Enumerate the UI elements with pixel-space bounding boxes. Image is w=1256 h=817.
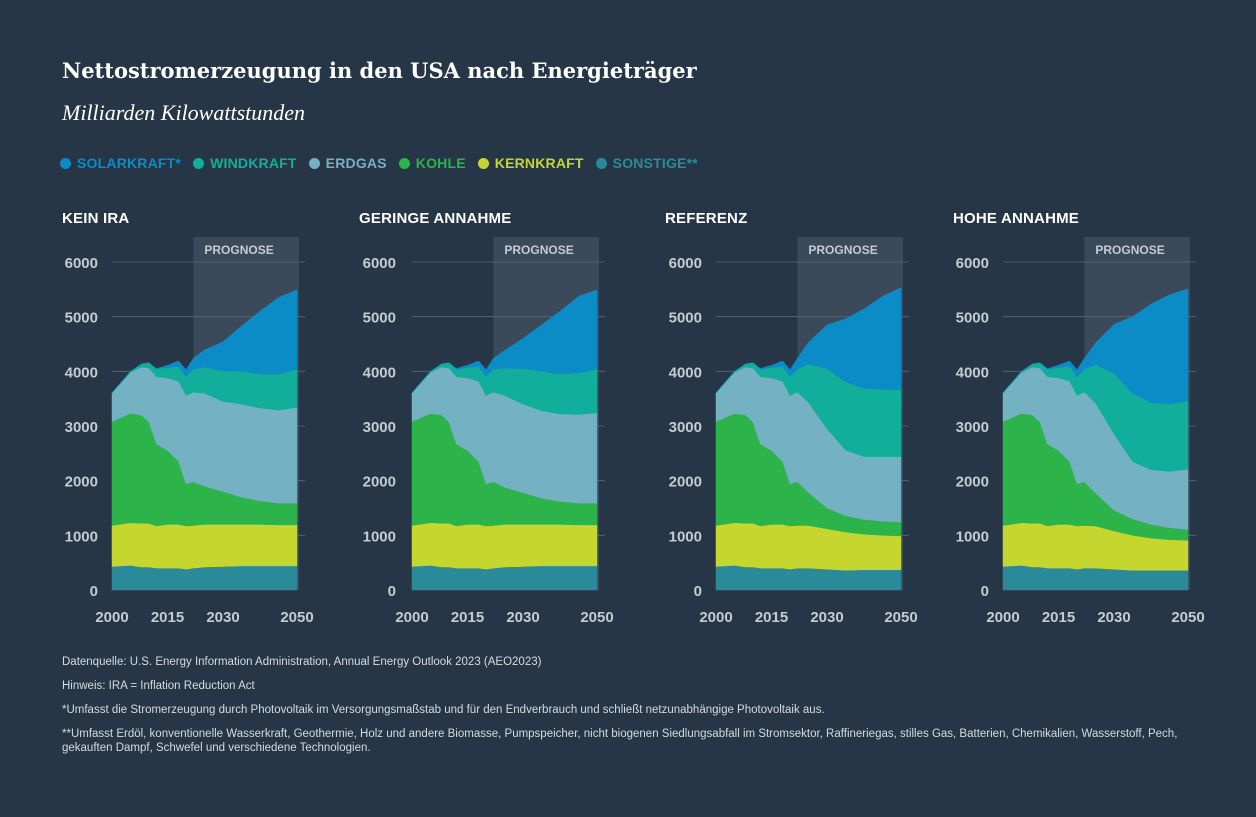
legend-item-gas: ERDGAS xyxy=(308,155,387,171)
x-tick-label: 2015 xyxy=(451,609,484,626)
legend-dot-icon xyxy=(398,157,410,169)
y-tick-label: 3000 xyxy=(669,419,702,436)
y-tick-label: 3000 xyxy=(65,419,98,436)
legend-dot-icon xyxy=(60,157,71,169)
x-tick-label: 2000 xyxy=(395,609,428,626)
y-tick-label: 6000 xyxy=(956,255,989,272)
x-tick-label: 2015 xyxy=(151,609,184,626)
legend-dot-icon xyxy=(595,157,607,169)
x-tick-label: 2030 xyxy=(810,609,843,626)
area-sonstige xyxy=(111,565,298,591)
chart-subtitle: Milliarden Kilowattstunden xyxy=(62,100,306,125)
legend-label: ERDGAS xyxy=(325,155,387,171)
y-tick-label: 4000 xyxy=(956,364,989,381)
legend-item-coal: KOHLE xyxy=(398,155,466,171)
y-tick-label: 1000 xyxy=(956,528,989,545)
x-tick-label: 2050 xyxy=(280,609,313,626)
x-tick-label: 2015 xyxy=(755,609,788,626)
legend-item-other: SONSTIGE** xyxy=(595,155,698,171)
legend-label: KERNKRAFT xyxy=(494,155,584,171)
x-tick-label: 2030 xyxy=(506,609,539,626)
panel-title-referenz: REFERENZ xyxy=(665,210,748,227)
y-tick-label: 2000 xyxy=(669,474,702,491)
legend-dot-icon xyxy=(308,157,320,169)
forecast-label: PROGNOSE xyxy=(1095,243,1164,257)
y-tick-label: 1000 xyxy=(669,528,702,545)
x-tick-label: 2000 xyxy=(95,609,128,626)
y-tick-label: 5000 xyxy=(363,310,396,327)
y-tick-label: 0 xyxy=(388,583,396,600)
forecast-label: PROGNOSE xyxy=(808,243,877,257)
footnote-other: **Umfasst Erdöl, konventionelle Wasserkr… xyxy=(62,728,1178,754)
y-tick-label: 2000 xyxy=(956,474,989,491)
chart-panel-2: PROGNOSE 0 1000 2000 3000 4000 5000 6000 2000 201… xyxy=(669,237,918,626)
area-solarkraft xyxy=(715,287,902,393)
y-tick-label: 6000 xyxy=(669,255,702,272)
area-sonstige xyxy=(411,565,598,591)
chart-panel-0: PROGNOSE 0 1000 2000 3000 4000 5000 6000 2000 201… xyxy=(65,237,314,626)
y-tick-label: 2000 xyxy=(65,474,98,491)
chart-panel-3: PROGNOSE 0 1000 2000 3000 4000 5000 6000 2000 201… xyxy=(956,237,1205,626)
y-tick-label: 0 xyxy=(90,583,98,600)
y-tick-label: 2000 xyxy=(363,474,396,491)
x-tick-label: 2050 xyxy=(1171,609,1204,626)
legend-label: SONSTIGE** xyxy=(612,155,698,171)
y-tick-label: 0 xyxy=(694,583,702,600)
legend-dot-icon xyxy=(477,157,489,169)
x-tick-label: 2000 xyxy=(699,609,732,626)
x-tick-label: 2000 xyxy=(986,609,1019,626)
y-tick-label: 3000 xyxy=(956,419,989,436)
y-tick-label: 4000 xyxy=(363,364,396,381)
area-solarkraft xyxy=(411,289,598,393)
legend-item-solar: SOLARKRAFT* xyxy=(60,155,181,171)
panel-title-kein-ira: KEIN IRA xyxy=(62,210,130,227)
x-tick-label: 2050 xyxy=(580,609,613,626)
x-tick-label: 2030 xyxy=(1097,609,1130,626)
panel-title-hohe-annahme: HOHE ANNAHME xyxy=(953,210,1080,227)
footnotes: Datenquelle: U.S. Energy Information Adm… xyxy=(62,655,1202,765)
y-tick-label: 1000 xyxy=(65,528,98,545)
legend-item-wind: WINDKRAFT xyxy=(193,155,297,171)
y-tick-label: 0 xyxy=(981,583,989,600)
y-tick-label: 5000 xyxy=(956,310,989,327)
chart-title: Nettostromerzeugung in den USA nach Ener… xyxy=(62,58,697,83)
footnote-note: Hinweis: IRA = Inflation Reduction Act xyxy=(62,680,255,692)
area-solarkraft xyxy=(1002,288,1189,405)
forecast-label: PROGNOSE xyxy=(504,243,573,257)
area-kernkraft xyxy=(411,522,598,570)
legend-label: KOHLE xyxy=(415,155,466,171)
area-solarkraft xyxy=(111,289,298,393)
footnote-source: Datenquelle: U.S. Energy Information Adm… xyxy=(62,656,542,668)
legend: SOLARKRAFT* WINDKRAFT ERDGAS KOHLE KERNK… xyxy=(60,155,698,171)
y-tick-label: 4000 xyxy=(669,364,702,381)
legend-label: WINDKRAFT xyxy=(210,155,297,171)
y-tick-label: 1000 xyxy=(363,528,396,545)
x-tick-label: 2030 xyxy=(206,609,239,626)
chart-panel-1: PROGNOSE 0 1000 2000 3000 4000 5000 6000 2000 201… xyxy=(363,237,614,626)
area-kernkraft xyxy=(111,522,298,570)
y-tick-label: 5000 xyxy=(669,310,702,327)
x-tick-label: 2015 xyxy=(1042,609,1075,626)
legend-label: SOLARKRAFT* xyxy=(77,155,182,171)
y-tick-label: 5000 xyxy=(65,310,98,327)
legend-dot-icon xyxy=(193,157,205,169)
y-tick-label: 6000 xyxy=(363,255,396,272)
x-tick-label: 2050 xyxy=(884,609,917,626)
forecast-label: PROGNOSE xyxy=(204,243,273,257)
y-tick-label: 6000 xyxy=(65,255,98,272)
panel-title-geringe-annahme: GERINGE ANNAHME xyxy=(359,210,512,227)
y-tick-label: 4000 xyxy=(65,364,98,381)
footnote-solar: *Umfasst die Stromerzeugung durch Photov… xyxy=(62,704,825,716)
y-tick-label: 3000 xyxy=(363,419,396,436)
legend-item-nuclear: KERNKRAFT xyxy=(477,155,584,171)
